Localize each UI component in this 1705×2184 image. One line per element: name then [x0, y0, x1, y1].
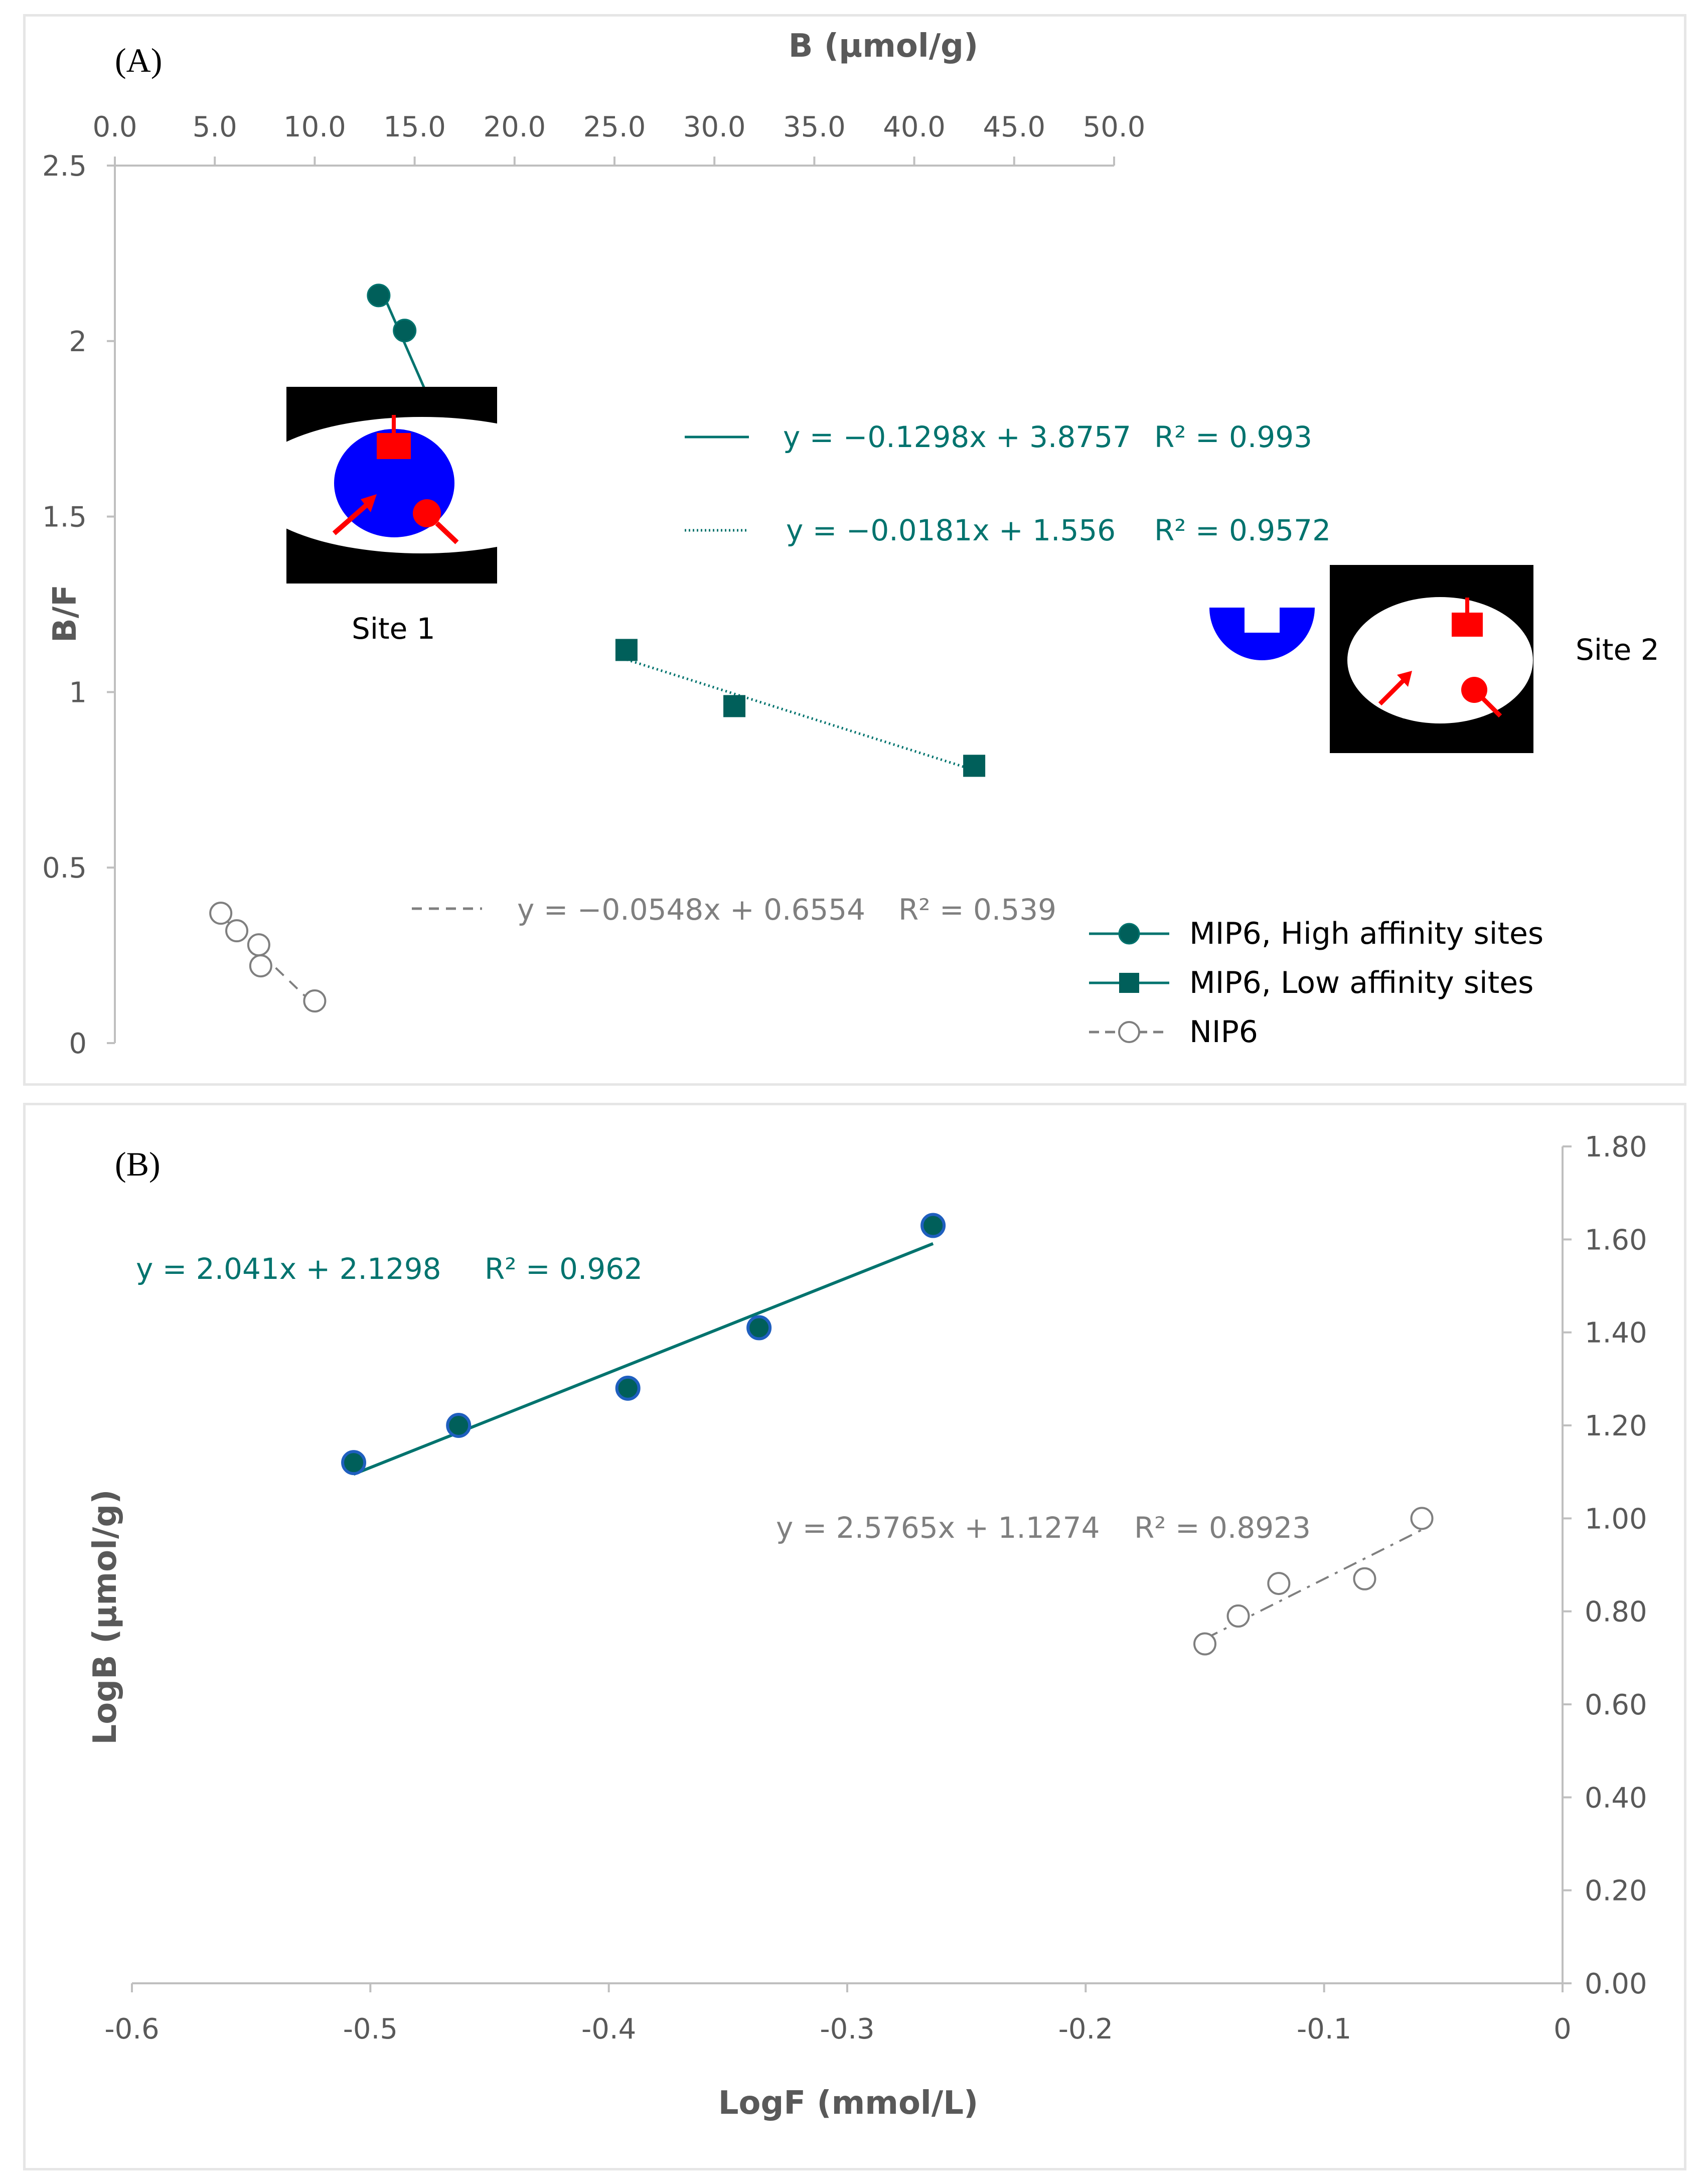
point-nip: [225, 919, 249, 943]
point-mip-b: [615, 1375, 641, 1401]
r2-nip-b: R² = 0.8923: [1134, 1511, 1311, 1545]
eq-mip-b: y = 2.041x + 2.1298: [136, 1252, 441, 1286]
point-nip-b: [1353, 1567, 1376, 1590]
point-nip: [303, 989, 327, 1013]
site-1-label: Site 1: [352, 612, 435, 646]
panel-label-b: (B): [115, 1145, 161, 1183]
site-2-label: Site 2: [1576, 633, 1659, 667]
point-low-affinity: [963, 755, 986, 777]
x-tick-label-a: 25.0: [583, 111, 646, 143]
r2-high: R² = 0.993: [1154, 420, 1312, 454]
x-tick-label-a: 15.0: [383, 111, 446, 143]
y-axis-title-b: LogB (μmol/g): [87, 1490, 124, 1745]
y-tick-label-b: 0.60: [1585, 1689, 1647, 1721]
x-tick-label-a: 45.0: [983, 111, 1045, 143]
x-tick-label-a: 10.0: [283, 111, 346, 143]
chart-a: (A) B (μmol/g) B/F 0.0 5.0 10.0 15.0 20.0 25.…: [42, 28, 1659, 1060]
site-1-illustration: [246, 383, 612, 594]
points-b: [341, 1213, 1434, 1656]
y-tick-label-b: 0.40: [1585, 1782, 1647, 1814]
x-tick-label-b: -0.6: [104, 2013, 159, 2046]
legend-item-low: MIP6, Low affinity sites: [1089, 965, 1533, 1000]
y-axis-title-a: B/F: [47, 585, 84, 643]
y-tick-label-b: 1.80: [1585, 1131, 1647, 1163]
y-tick-label-b: 0.00: [1585, 1968, 1647, 2000]
y-tick-label-a: 1: [69, 676, 87, 709]
eq-nip: y = −0.0548x + 0.6554: [517, 893, 865, 927]
panel-label-a: (A): [115, 41, 162, 79]
point-nip: [247, 933, 270, 957]
point-nip-b: [1193, 1632, 1216, 1656]
x-tick-label-a: 0.0: [92, 111, 137, 143]
x-tick-label-b: -0.1: [1297, 2013, 1351, 2046]
x-tick-label-b: -0.4: [581, 2013, 636, 2046]
x-tick-label-a: 20.0: [483, 111, 546, 143]
point-nip: [209, 902, 233, 925]
legend-label-high: MIP6, High affinity sites: [1189, 916, 1543, 951]
eq-nip-b: y = 2.5765x + 1.1274: [776, 1511, 1100, 1545]
y-tick-label-a: 0: [69, 1028, 87, 1060]
eq-low: y = −0.0181x + 1.556: [786, 513, 1116, 547]
trendline-a-1: [626, 658, 975, 772]
point-mip-b: [920, 1213, 946, 1238]
x-tick-label-b: 0: [1554, 2013, 1572, 2046]
point-high-affinity: [393, 319, 417, 343]
x-tick-label-a: 40.0: [883, 111, 946, 143]
x-tick-label-b: -0.5: [343, 2013, 398, 2046]
legend-a: MIP6, High affinity sites MIP6, Low affi…: [1089, 916, 1543, 1050]
eq-high: y = −0.1298x + 3.8757: [783, 420, 1131, 454]
chart-b: (B) LogF (mmol/L) LogB (μmol/g) -0.6 -0.5…: [87, 1131, 1647, 2122]
r2-nip: R² = 0.539: [898, 893, 1056, 927]
axes-a: 0.0 5.0 10.0 15.0 20.0 25.0 30.0 35.0 40.0 45.0 50…: [42, 111, 1145, 1060]
point-nip-b: [1267, 1572, 1291, 1595]
point-mip-b: [446, 1413, 472, 1438]
y-tick-label-a: 2.5: [42, 150, 87, 183]
panel-a: (A) B (μmol/g) B/F 0.0 5.0 10.0 15.0 20.0 25.…: [23, 14, 1686, 1086]
trendlines-b: [353, 1242, 1423, 1640]
point-low-affinity: [615, 639, 638, 661]
x-tick-label-a: 35.0: [783, 111, 846, 143]
y-tick-label-a: 0.5: [42, 852, 87, 885]
x-tick-label-a: 50.0: [1083, 111, 1146, 143]
y-tick-label-b: 0.80: [1585, 1596, 1647, 1629]
point-low-affinity: [723, 695, 746, 717]
point-mip-b: [341, 1450, 367, 1476]
y-tick-label-b: 0.20: [1585, 1875, 1647, 1908]
y-tick-label-a: 1.5: [42, 501, 87, 534]
axes-b: -0.6 -0.5 -0.4 -0.3 -0.2 -0.1 0 0.00 0.20 0.40 0.6…: [104, 1131, 1647, 2046]
point-nip-b: [1226, 1604, 1250, 1628]
panel-b: (B) LogF (mmol/L) LogB (μmol/g) -0.6 -0.5…: [23, 1103, 1686, 2170]
y-tick-label-b: 1.00: [1585, 1503, 1647, 1535]
point-nip-b: [1410, 1507, 1434, 1530]
x-tick-label-a: 5.0: [193, 111, 237, 143]
point-high-affinity: [367, 283, 391, 308]
point-nip: [249, 954, 272, 978]
site-2-illustration: [1209, 565, 1533, 753]
legend-label-low: MIP6, Low affinity sites: [1189, 965, 1533, 1000]
y-tick-label-b: 1.40: [1585, 1317, 1647, 1350]
trendline-b-0: [353, 1242, 934, 1476]
x-axis-title-a: B (μmol/g): [789, 28, 978, 65]
r2-low: R² = 0.9572: [1154, 513, 1331, 547]
legend-label-nip: NIP6: [1189, 1014, 1258, 1050]
y-tick-label-b: 1.20: [1585, 1410, 1647, 1442]
legend-item-high: MIP6, High affinity sites: [1089, 916, 1543, 951]
y-tick-label-b: 1.60: [1585, 1224, 1647, 1256]
legend-item-nip: NIP6: [1089, 1014, 1258, 1050]
x-tick-label-a: 30.0: [683, 111, 746, 143]
x-tick-label-b: -0.2: [1058, 2013, 1113, 2046]
r2-mip-b: R² = 0.962: [485, 1252, 643, 1286]
x-axis-title-b: LogF (mmol/L): [718, 2085, 979, 2122]
x-tick-label-b: -0.3: [820, 2013, 874, 2046]
y-tick-label-a: 2: [69, 326, 87, 358]
point-mip-b: [746, 1315, 772, 1341]
